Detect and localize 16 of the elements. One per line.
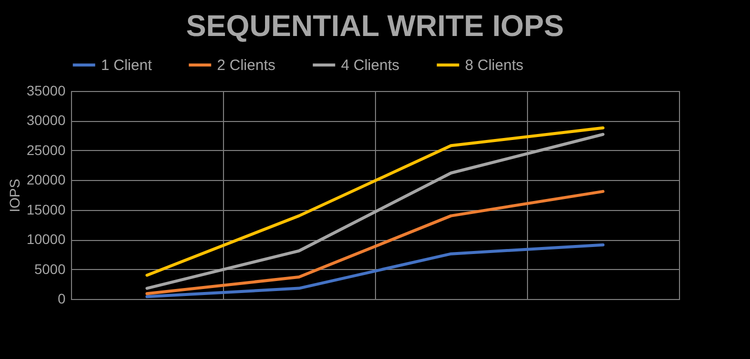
y-tick-label: 5000 [34, 260, 66, 277]
y-tick-label: 30000 [26, 112, 66, 128]
legend-label: 4 Clients [341, 57, 400, 74]
y-tick-label: 25000 [26, 142, 66, 158]
y-tick-label: 15000 [26, 201, 66, 218]
chart-title: SEQUENTIAL WRITE IOPS [186, 10, 564, 43]
legend-label: 8 Clients [465, 57, 524, 74]
line-series [146, 190, 604, 296]
legend-label: 2 Clients [217, 57, 276, 74]
y-tick-label: 10000 [26, 231, 66, 248]
y-tick-label: 20000 [26, 172, 66, 188]
line-series [146, 243, 604, 298]
y-axis-title: IOPS [6, 178, 23, 212]
y-tick-label: 35000 [26, 82, 66, 98]
y-tick-label: 0 [58, 290, 66, 306]
legend-label: 1 Client [101, 57, 153, 74]
